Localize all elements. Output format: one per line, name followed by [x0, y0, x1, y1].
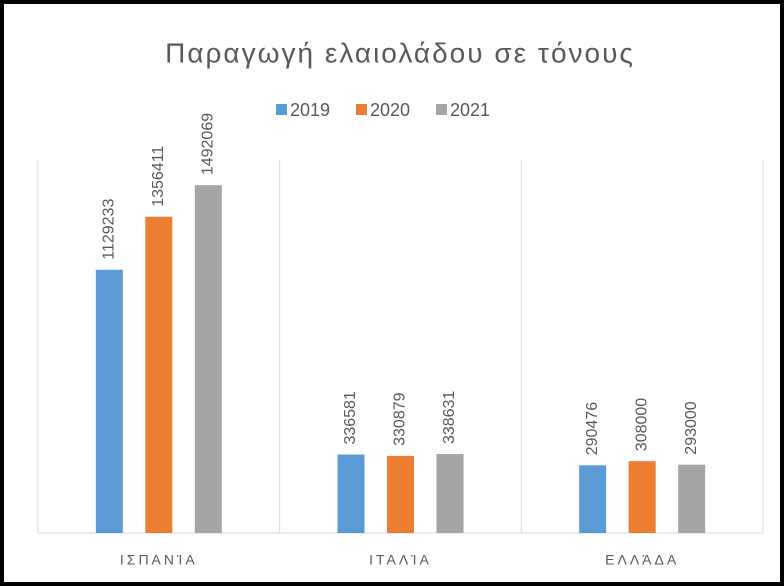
legend-label: 2021	[450, 100, 490, 120]
x-tick-label: ΕΛΛΆΔΑ	[605, 552, 679, 568]
legend-label: 2020	[370, 100, 410, 120]
bar	[337, 454, 365, 533]
bar	[145, 216, 173, 533]
bar	[387, 455, 414, 533]
bar	[95, 269, 123, 533]
bar	[194, 185, 222, 533]
x-tick-label: ΙΤΑΛΊΑ	[369, 552, 432, 568]
data-label: 293000	[683, 401, 700, 454]
legend-swatch	[356, 104, 367, 115]
legend-swatch	[436, 104, 447, 115]
data-label: 1356411	[150, 146, 167, 207]
data-label: 1492069	[200, 113, 217, 175]
legend-swatch	[276, 104, 287, 115]
bar	[436, 454, 464, 533]
bar	[579, 465, 607, 533]
legend-label: 2019	[290, 100, 330, 120]
data-label: 336581	[342, 391, 359, 444]
data-label: 330879	[392, 392, 409, 445]
x-tick-label: ΙΣΠΑΝΊΑ	[120, 552, 198, 568]
data-label: 308000	[633, 398, 650, 451]
data-label: 338631	[441, 391, 458, 444]
data-label: 290476	[584, 402, 601, 455]
bar	[678, 464, 706, 533]
data-label: 1129233	[101, 199, 118, 260]
chart-title: Παραγωγή ελαιολάδου σε τόνους	[165, 37, 635, 68]
bar	[628, 461, 656, 533]
